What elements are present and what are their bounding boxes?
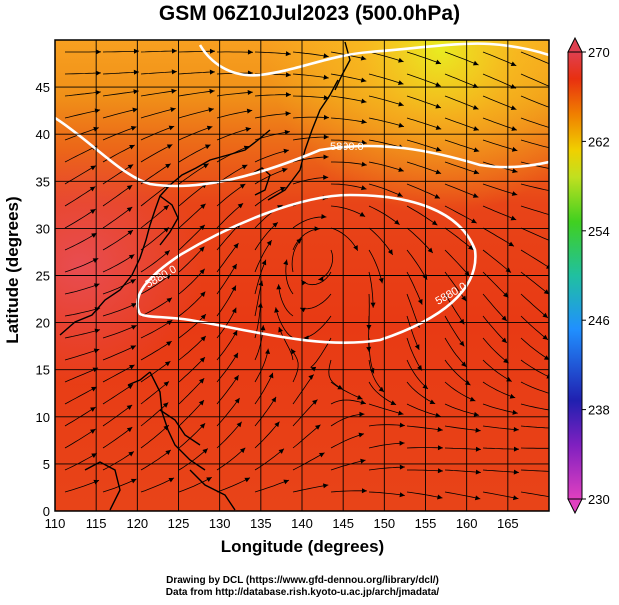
x-tick-label: 145 (332, 516, 354, 531)
x-tick-label: 165 (497, 516, 519, 531)
x-tick-label: 110 (45, 516, 66, 531)
y-tick-label: 45 (36, 80, 50, 95)
y-tick-label: 35 (36, 174, 50, 189)
streamlines (64, 48, 549, 501)
contour-label: 5800.0 (330, 141, 364, 153)
x-tick-label: 140 (291, 516, 313, 531)
geopotential-contours (55, 42, 549, 344)
colorbar-tick-label: 238 (588, 403, 610, 418)
credit-line-1: Drawing by DCL (https://www.gfd-dennou.o… (166, 575, 439, 586)
x-tick-label: 135 (250, 516, 272, 531)
x-tick-label: 120 (126, 516, 148, 531)
y-tick-label: 0 (43, 504, 50, 519)
credit-line-2: Data from http://database.rish.kyoto-u.a… (165, 587, 440, 598)
chart-title: GSM 06Z10Jul2023 (500.0hPa) (158, 2, 461, 25)
coastlines (59, 41, 351, 511)
y-tick-label: 25 (36, 269, 50, 284)
credits: Drawing by DCL (https://www.gfd-dennou.o… (0, 575, 605, 599)
y-tick-label: 40 (36, 127, 50, 142)
y-axis-ticks: 0 5 10 15 20 25 30 35 40 45 (36, 80, 50, 519)
colorbar-tick-label: 270 (588, 45, 610, 60)
y-tick-label: 5 (43, 457, 50, 472)
x-tick-label: 115 (86, 516, 107, 531)
colorbar: 230 238 246 254 262 270 (567, 36, 610, 515)
x-tick-label: 125 (168, 516, 190, 531)
colorbar-tick-label: 262 (588, 134, 610, 149)
y-tick-label: 30 (36, 221, 50, 236)
colorbar-min-arrow (567, 498, 583, 515)
y-tick-label: 10 (36, 410, 50, 425)
colorbar-tick-label: 254 (588, 224, 610, 239)
x-tick-label: 155 (415, 516, 437, 531)
x-tick-label: 130 (209, 516, 231, 531)
y-tick-label: 20 (36, 316, 50, 331)
plot-frame (54, 39, 550, 512)
x-tick-label: 160 (456, 516, 478, 531)
y-tick-label: 15 (36, 363, 50, 378)
colorbar-max-arrow (567, 36, 583, 53)
y-axis-label: Latitude (degrees) (3, 196, 22, 344)
x-axis-label: Longitude (degrees) (220, 537, 385, 556)
x-tick-label: 150 (373, 516, 395, 531)
colorbar-tick-label: 230 (588, 492, 610, 507)
colorbar-tick-label: 246 (588, 313, 610, 328)
x-axis-ticks: 110 115 120 125 130 135 140 145 150 155 160 165 (45, 516, 519, 531)
